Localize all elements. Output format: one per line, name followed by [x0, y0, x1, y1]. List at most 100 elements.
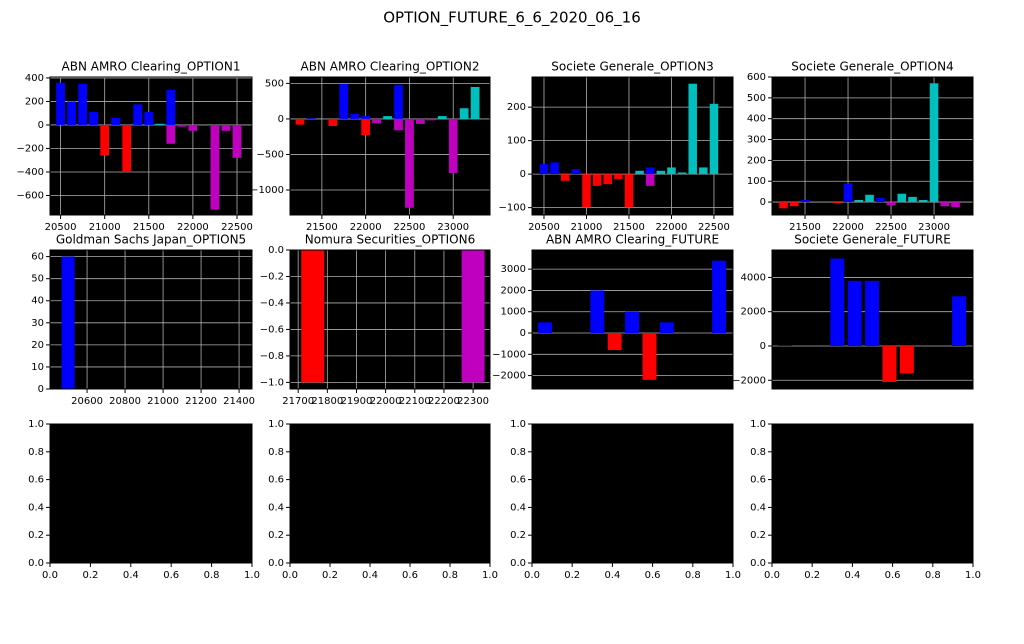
x-tick-label: 1.0	[482, 570, 498, 581]
bar	[951, 202, 960, 208]
y-tick-label: −1000	[250, 185, 284, 196]
y-tick-label: 4000	[741, 272, 766, 283]
figure-title: OPTION_FUTURE_6_6_2020_06_16	[383, 9, 641, 28]
y-tick-label: 40	[31, 296, 44, 307]
y-tick-label: 0.4	[28, 502, 44, 513]
x-tick-label: 0.8	[442, 570, 458, 581]
bar	[899, 345, 914, 374]
bar	[538, 322, 553, 334]
x-tick-label: 20500	[528, 222, 560, 233]
bar	[635, 170, 644, 175]
y-tick-label: 0.4	[268, 502, 284, 513]
x-tick-label: 22100	[399, 396, 431, 407]
y-tick-label: 600	[747, 72, 766, 83]
bar	[830, 258, 845, 346]
x-tick-label: 21400	[223, 396, 255, 407]
y-tick-label: 200	[507, 102, 526, 113]
bar	[677, 172, 687, 175]
x-tick-label: 0.6	[885, 570, 901, 581]
y-tick-label: 0.2	[510, 530, 526, 541]
bar	[582, 174, 591, 208]
y-tick-label: 500	[265, 78, 284, 89]
y-tick-label: 0	[38, 120, 44, 131]
y-tick-label: −0.2	[260, 271, 284, 282]
y-tick-label: 400	[747, 114, 766, 125]
subplot-title: Goldman Sachs Japan_OPTION5	[56, 233, 246, 247]
y-tick-label: 1.0	[268, 419, 284, 430]
bar	[78, 83, 88, 125]
plot-area	[531, 423, 734, 564]
y-tick-label: −1000	[492, 349, 526, 360]
y-tick-label: 1.0	[510, 419, 526, 430]
bar	[437, 116, 447, 119]
x-tick-label: 22500	[875, 222, 907, 233]
x-tick-label: 21000	[89, 222, 121, 233]
x-tick-label: 22000	[656, 222, 688, 233]
x-tick-label: 22000	[177, 222, 209, 233]
bar	[560, 174, 570, 181]
x-tick-label: 0.8	[925, 570, 941, 581]
x-tick-label: 22500	[698, 222, 730, 233]
y-tick-label: −2000	[732, 375, 766, 386]
x-tick-label: 0.2	[322, 570, 338, 581]
bar	[459, 108, 469, 119]
y-tick-label: −100	[499, 203, 526, 214]
x-tick-label: 21500	[306, 222, 338, 233]
bar	[383, 116, 392, 119]
y-tick-label: 0	[760, 341, 766, 352]
bar	[67, 101, 77, 125]
x-tick-label: 0.4	[362, 570, 378, 581]
plot-frame	[289, 423, 491, 564]
y-tick-label: −500	[257, 149, 284, 160]
y-tick-label: 0.6	[750, 475, 766, 486]
y-tick-label: −1.0	[260, 377, 284, 388]
bar	[122, 124, 132, 172]
x-tick-label: 21000	[571, 222, 603, 233]
subplot-title: Societe Generale_OPTION3	[551, 60, 713, 74]
y-tick-label: 0.4	[510, 502, 526, 513]
plot-frame	[531, 423, 734, 564]
bar	[221, 124, 231, 131]
bar	[100, 124, 110, 156]
bar	[789, 202, 799, 207]
x-tick-label: 0.2	[82, 570, 98, 581]
bar	[843, 183, 853, 203]
x-tick-label: 0.0	[42, 570, 58, 581]
plot-frame	[289, 249, 491, 390]
y-tick-label: 0.8	[750, 447, 766, 458]
bar	[394, 118, 403, 131]
x-tick-label: 0.4	[604, 570, 620, 581]
y-tick-label: −600	[17, 190, 44, 201]
bar	[625, 311, 640, 334]
plot-frame	[771, 423, 974, 564]
y-tick-label: 3000	[501, 264, 526, 275]
bar	[166, 89, 176, 125]
bar	[918, 199, 928, 203]
x-tick-label: 21700	[282, 396, 314, 407]
bar	[667, 167, 676, 175]
y-tick-label: −2000	[492, 371, 526, 382]
plot-area	[49, 249, 253, 390]
x-tick-label: 0.4	[844, 570, 860, 581]
bar	[865, 194, 874, 203]
x-tick-label: 22500	[221, 222, 253, 233]
x-tick-label: 22000	[370, 396, 402, 407]
plot-frame	[531, 76, 734, 216]
bar	[350, 113, 360, 119]
y-tick-label: 100	[747, 176, 766, 187]
bar	[89, 112, 99, 125]
x-tick-label: 22000	[832, 222, 864, 233]
bar	[614, 174, 623, 180]
bar	[550, 162, 559, 175]
x-tick-label: 0.8	[685, 570, 701, 581]
bar	[865, 280, 880, 346]
x-tick-label: 22300	[457, 396, 489, 407]
plot-frame	[49, 423, 253, 564]
bar	[897, 193, 907, 203]
bar	[416, 118, 425, 124]
y-tick-label: 0.8	[268, 447, 284, 458]
x-tick-label: 22200	[428, 396, 460, 407]
x-tick-label: 20800	[109, 396, 141, 407]
bar	[461, 250, 485, 383]
subplot-title: Nomura Securities_OPTION6	[305, 233, 475, 247]
